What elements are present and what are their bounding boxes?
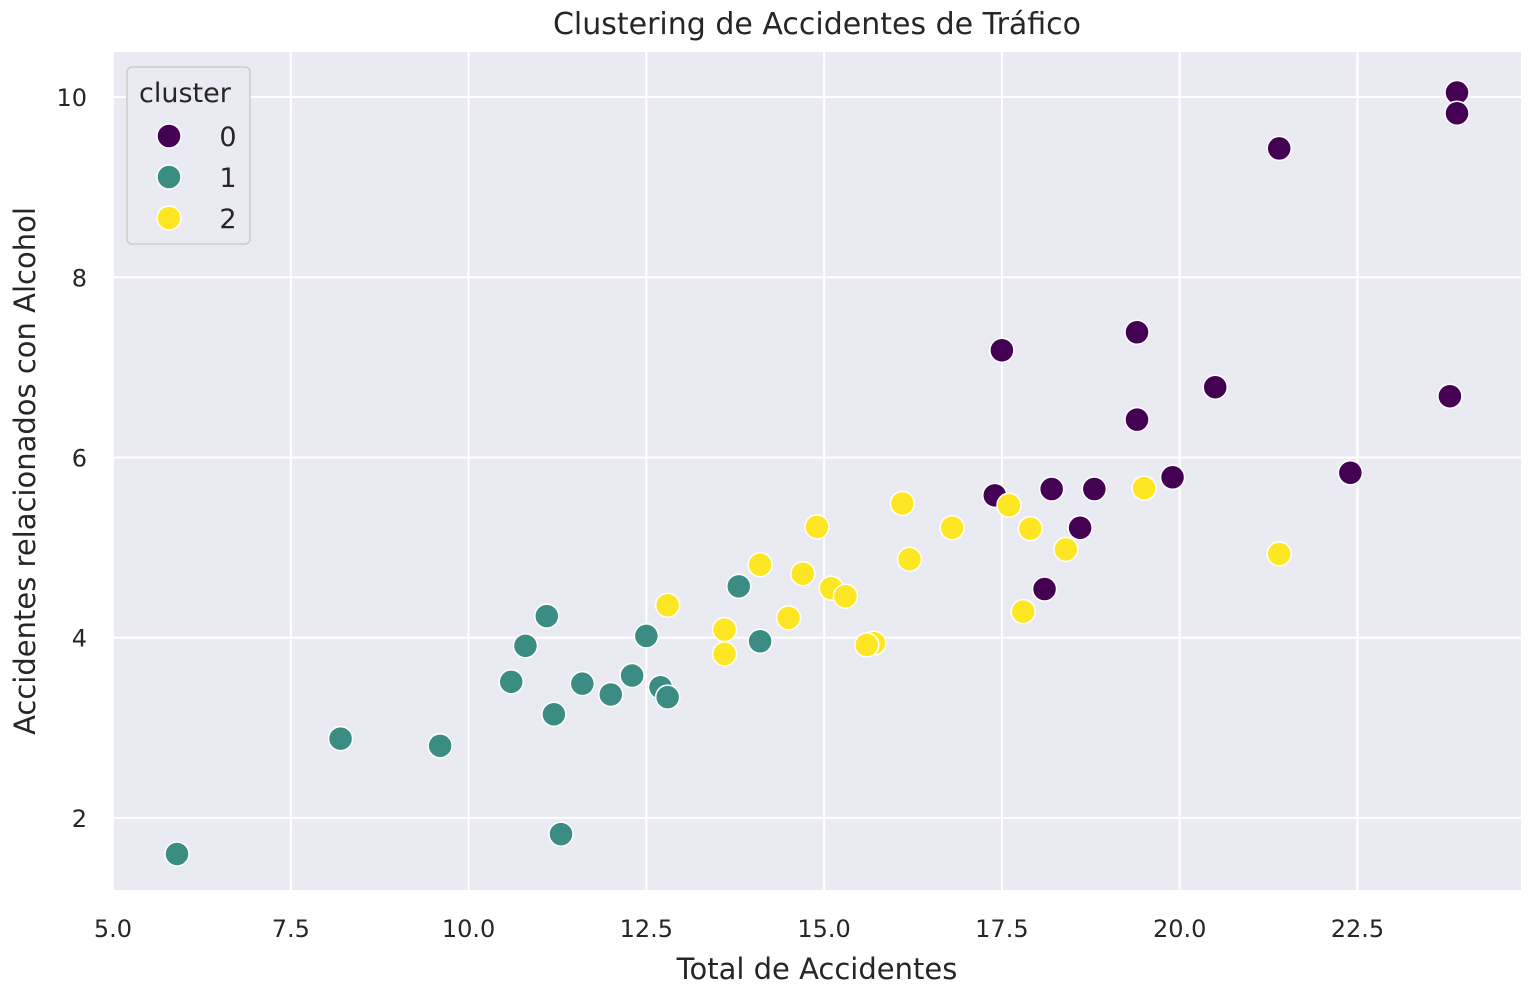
- data-point-cluster-2: [1010, 598, 1036, 625]
- data-point-cluster-1: [619, 662, 645, 689]
- grid-lines: [112, 52, 1521, 890]
- legend-item: 2: [156, 204, 237, 235]
- legend-marker: [156, 164, 182, 190]
- data-point-cluster-2: [896, 546, 923, 573]
- data-point-cluster-0: [1031, 576, 1058, 602]
- data-point-cluster-2: [747, 551, 773, 578]
- data-point-cluster-1: [654, 684, 681, 710]
- data-point-cluster-2: [775, 605, 802, 631]
- data-point-cluster-1: [164, 841, 190, 867]
- legend-label: 0: [219, 122, 236, 153]
- legend-title: cluster: [139, 78, 232, 109]
- y-axis-label: Accidentes relacionados con Alcohol: [8, 207, 42, 735]
- x-tick-label: 22.5: [1331, 915, 1384, 943]
- y-tick-label: 8: [72, 264, 87, 292]
- data-point-cluster-1: [598, 681, 624, 708]
- data-point-cluster-0: [1038, 476, 1065, 502]
- x-tick-label: 17.5: [975, 915, 1028, 943]
- legend-label: 1: [219, 163, 236, 194]
- data-point-cluster-2: [939, 515, 965, 541]
- x-tick-label: 12.5: [620, 915, 673, 943]
- data-point-cluster-2: [711, 641, 738, 667]
- y-tick-labels: 2 4 6 8 10: [56, 84, 87, 833]
- x-tick-label: 7.5: [272, 915, 310, 943]
- legend-box: [126, 66, 251, 245]
- data-point-cluster-0: [1124, 406, 1150, 433]
- data-point-cluster-0: [1159, 464, 1186, 491]
- data-point-cluster-1: [548, 821, 574, 847]
- legend-label: 2: [219, 204, 236, 235]
- data-point-cluster-2: [1266, 541, 1292, 567]
- data-point-cluster-0: [989, 337, 1015, 364]
- x-tick-label: 5.0: [94, 915, 132, 943]
- data-point-cluster-1: [541, 701, 567, 728]
- data-point-cluster-1: [747, 628, 773, 655]
- x-tick-label: 15.0: [797, 915, 850, 943]
- y-tick-label: 2: [72, 805, 87, 833]
- data-point-cluster-0: [1124, 319, 1150, 345]
- data-point-cluster-0: [1337, 460, 1364, 486]
- x-tick-labels: 5.0 7.5 10.0 12.5 15.0 17.5 20.0 22.5: [94, 915, 1384, 943]
- x-axis-label: Total de Accidentes: [676, 952, 958, 986]
- data-point-cluster-0: [1067, 515, 1093, 541]
- data-point-cluster-0: [1266, 135, 1292, 162]
- data-point-cluster-0: [1444, 100, 1470, 127]
- data-point-cluster-0: [1437, 383, 1463, 409]
- legend-marker: [156, 205, 182, 231]
- data-point-cluster-2: [711, 616, 738, 643]
- legend: cluster 0 1 2: [126, 66, 251, 245]
- data-point-cluster-2: [996, 492, 1022, 518]
- y-tick-label: 4: [72, 625, 87, 653]
- data-point-cluster-1: [569, 670, 596, 697]
- chart-title: Clustering de Accidentes de Tráfico: [553, 7, 1081, 42]
- legend-item: 0: [156, 122, 237, 153]
- x-tick-label: 20.0: [1153, 915, 1206, 943]
- data-point-cluster-1: [498, 669, 524, 695]
- data-point-cluster-2: [804, 514, 830, 540]
- data-point-cluster-1: [534, 603, 560, 629]
- legend-item: 1: [156, 163, 237, 194]
- x-tick-label: 10.0: [442, 915, 495, 943]
- plot-area: [113, 52, 1521, 890]
- data-point-cluster-2: [854, 632, 880, 658]
- data-point-cluster-2: [790, 560, 816, 587]
- data-point-cluster-2: [832, 583, 859, 609]
- data-point-cluster-2: [654, 592, 681, 619]
- data-point-cluster-2: [1131, 475, 1157, 501]
- legend-marker: [156, 123, 182, 149]
- data-point-cluster-0: [1202, 374, 1228, 400]
- data-point-cluster-2: [1053, 536, 1079, 563]
- data-point-cluster-1: [427, 733, 453, 759]
- data-point-cluster-2: [889, 490, 916, 517]
- data-point-cluster-2: [1017, 515, 1044, 542]
- data-point-cluster-1: [726, 573, 752, 600]
- y-tick-label: 6: [72, 444, 87, 472]
- data-point-cluster-1: [327, 725, 354, 752]
- y-tick-label: 10: [56, 84, 87, 112]
- data-point-cluster-1: [512, 633, 539, 659]
- data-points: [164, 79, 1470, 867]
- data-point-cluster-0: [1081, 476, 1108, 502]
- data-point-cluster-1: [633, 623, 660, 649]
